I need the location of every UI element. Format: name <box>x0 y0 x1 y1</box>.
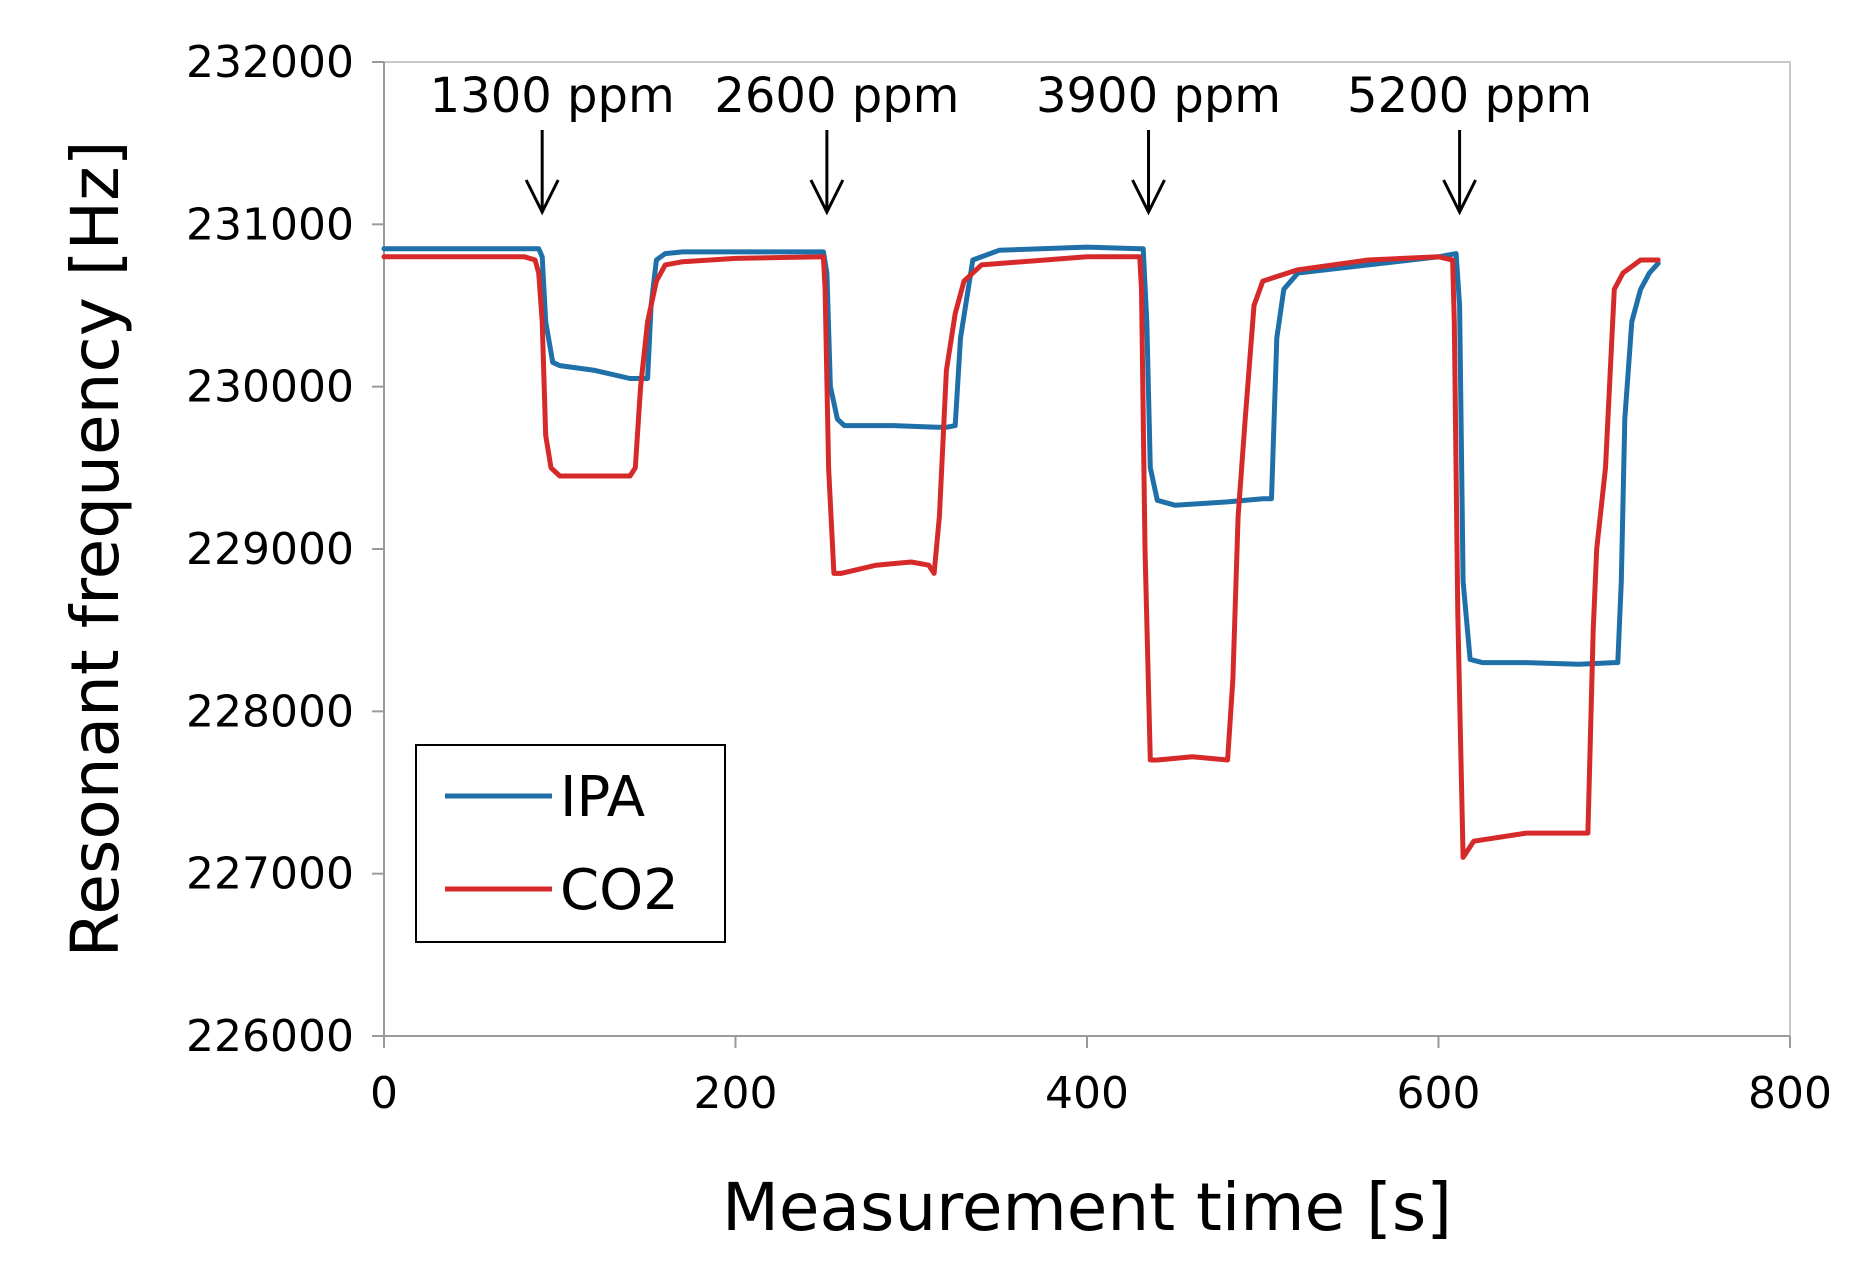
x-tick-label: 200 <box>694 1068 778 1119</box>
annotation-arrow-head <box>809 179 845 216</box>
legend: IPA CO2 <box>415 744 726 943</box>
concentration-annotations: 1300 ppm 2600 ppm 3900 ppm 5200 ppm <box>430 68 1592 216</box>
annotation-arrow-head <box>524 179 560 216</box>
series-layer <box>381 244 1661 860</box>
y-tick-label: 229000 <box>186 524 354 575</box>
series-line-ipa <box>381 244 1661 667</box>
annotation-label: 3900 ppm <box>1036 68 1281 124</box>
series-line-co2 <box>381 254 1661 860</box>
y-axis-ticks: 226000 227000 228000 229000 230000 231000 2320… <box>186 37 384 1062</box>
x-tick-label: 400 <box>1045 1068 1129 1119</box>
annotation-arrow-head <box>1442 179 1477 216</box>
annotation-arrow-head <box>1131 179 1166 216</box>
y-tick-label: 226000 <box>186 1011 354 1062</box>
legend-label-co2: CO2 <box>560 858 679 923</box>
annotation-label: 5200 ppm <box>1347 68 1592 124</box>
annotation-label: 2600 ppm <box>714 68 959 124</box>
y-axis-title: Resonant frequency [Hz] <box>57 140 134 957</box>
x-tick-label: 600 <box>1397 1068 1481 1119</box>
y-tick-label: 228000 <box>186 686 354 737</box>
legend-box <box>415 744 726 943</box>
y-tick-label: 227000 <box>186 849 354 900</box>
annotation-label: 1300 ppm <box>430 68 675 124</box>
x-axis-title: Measurement time [s] <box>722 1169 1452 1246</box>
x-axis-ticks: 0 200 400 600 800 <box>370 1036 1832 1119</box>
x-tick-label: 800 <box>1748 1068 1832 1119</box>
x-tick-label: 0 <box>370 1068 398 1119</box>
y-tick-label: 230000 <box>186 362 354 413</box>
legend-label-ipa: IPA <box>560 765 645 830</box>
y-tick-label: 231000 <box>186 199 354 250</box>
y-tick-label: 232000 <box>186 37 354 88</box>
